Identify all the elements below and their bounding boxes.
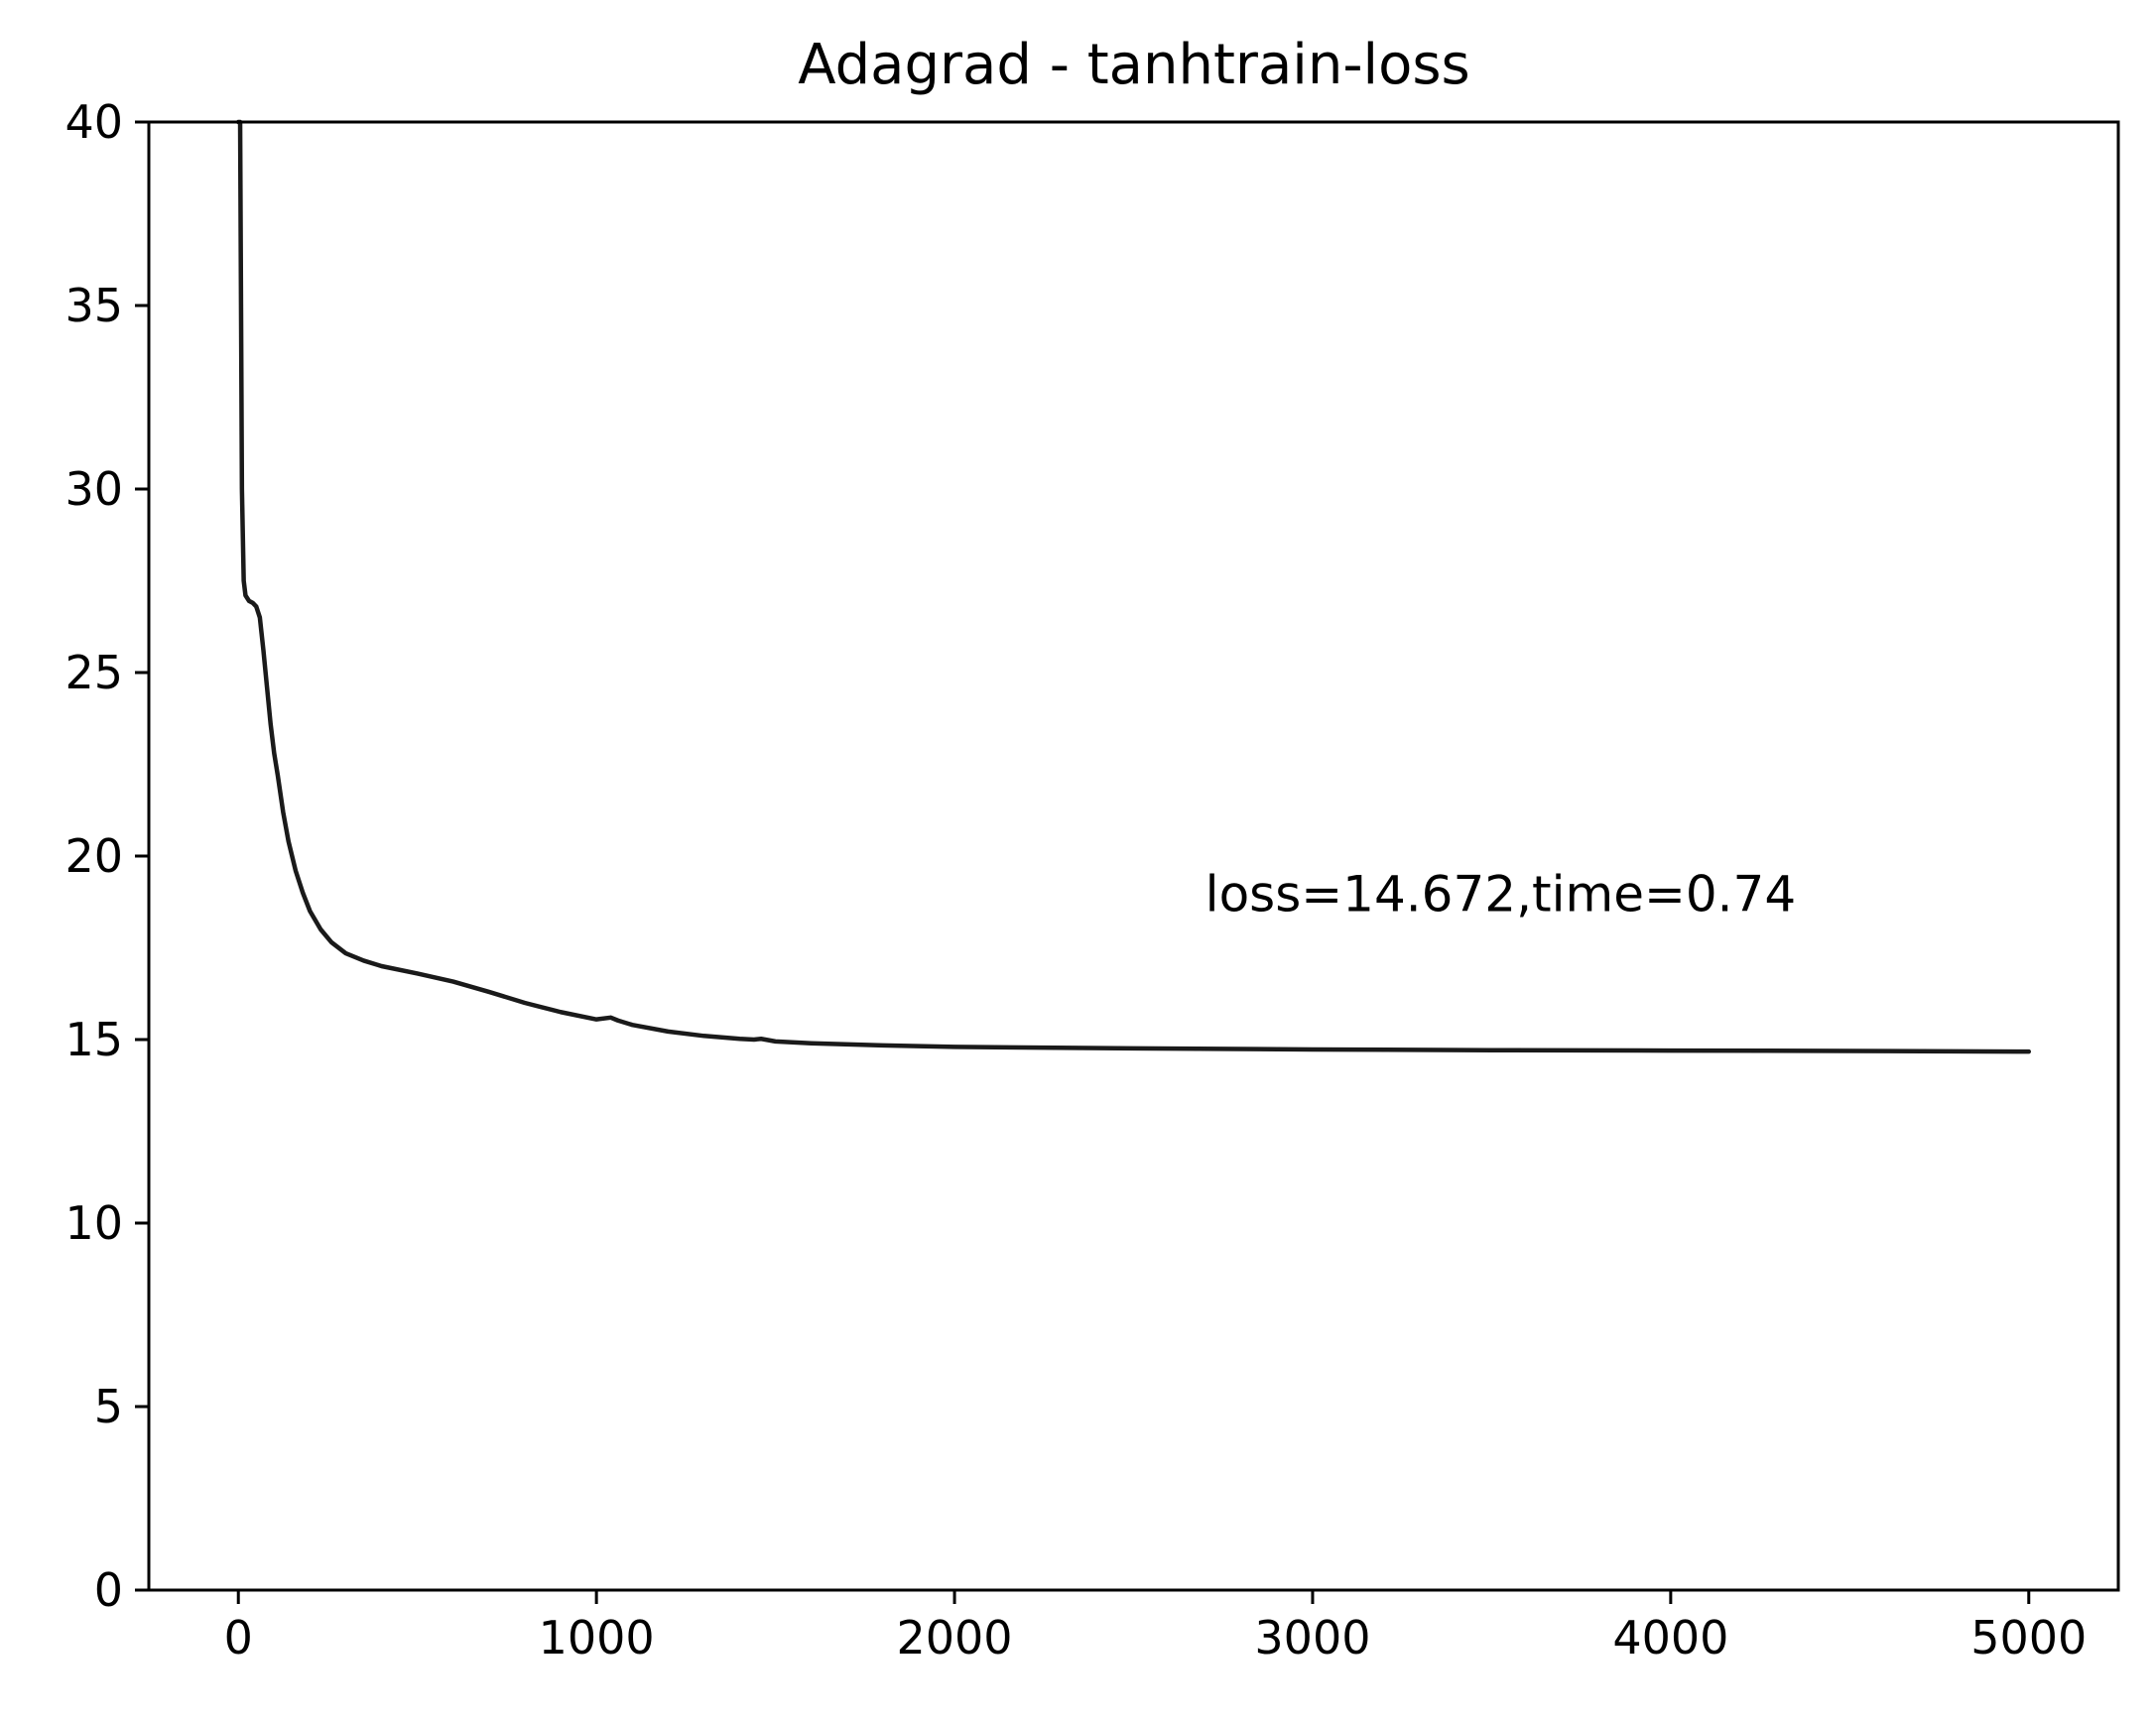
y-tick-label: 5 <box>94 1380 123 1433</box>
x-tick-label: 2000 <box>897 1611 1013 1664</box>
y-tick-label: 40 <box>64 95 123 149</box>
y-tick-label: 20 <box>64 829 123 883</box>
y-tick-label: 15 <box>64 1013 123 1066</box>
y-tick-label: 25 <box>64 646 123 699</box>
x-tick-label: 1000 <box>539 1611 655 1664</box>
x-tick-label: 5000 <box>1970 1611 2087 1664</box>
y-tick-label: 30 <box>64 462 123 516</box>
loss-time-annotation: loss=14.672,time=0.74 <box>1205 866 1797 924</box>
y-axis-ticks: 0 5 10 15 20 25 30 35 40 <box>64 95 149 1617</box>
chart-title: Adagrad - tanhtrain-loss <box>798 33 1469 97</box>
x-tick-label: 0 <box>224 1611 253 1664</box>
y-tick-label: 0 <box>94 1563 123 1617</box>
loss-series-line <box>235 119 2032 1054</box>
plot-frame <box>147 120 2120 1592</box>
x-tick-label: 3000 <box>1254 1611 1370 1664</box>
y-tick-label: 10 <box>64 1196 123 1250</box>
x-axis-ticks: 0 1000 2000 3000 4000 5000 <box>224 1590 2087 1664</box>
x-tick-label: 4000 <box>1612 1611 1728 1664</box>
y-tick-label: 35 <box>64 279 123 332</box>
